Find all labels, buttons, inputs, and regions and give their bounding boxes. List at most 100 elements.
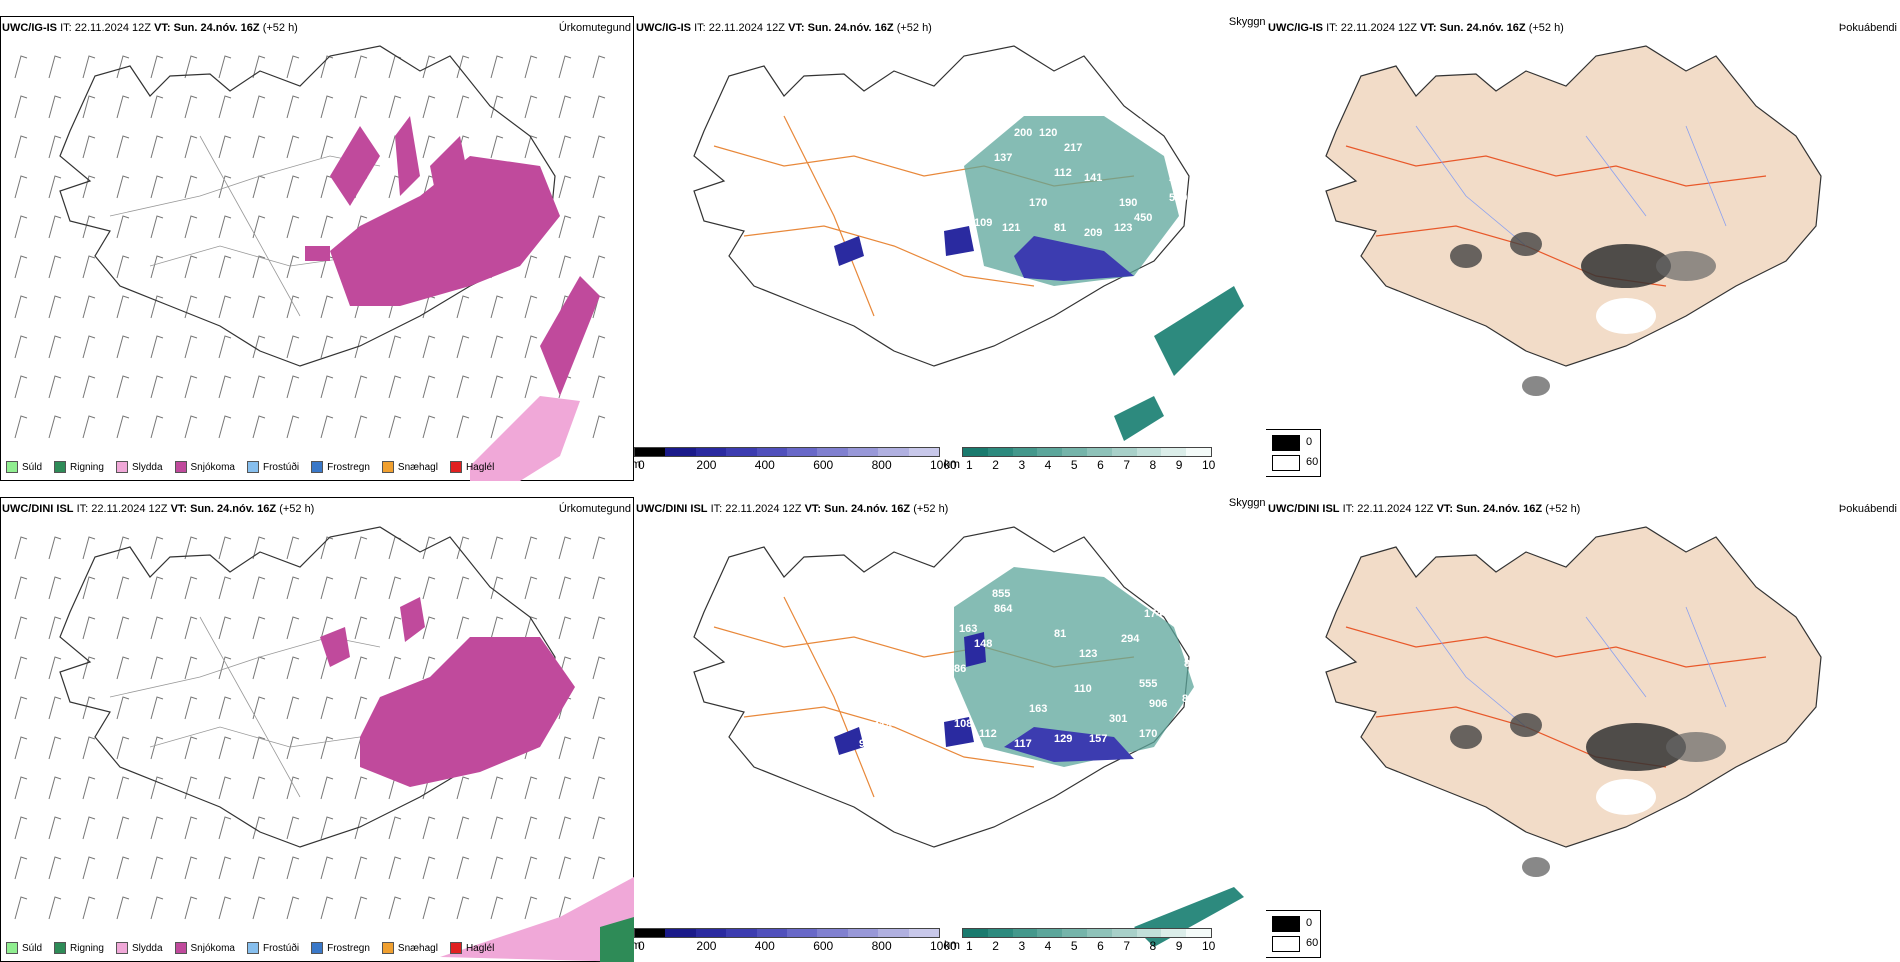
colorbar-swatch bbox=[1111, 448, 1137, 456]
colorbar-km: 1 2 3 4 5 6 7 8 9 10 km bbox=[944, 447, 1215, 477]
wind-barb bbox=[286, 55, 300, 79]
wind-barb bbox=[252, 135, 266, 159]
cloud-base-label: 157 bbox=[1089, 733, 1107, 745]
wind-barb bbox=[354, 696, 368, 720]
wind-barb bbox=[252, 55, 266, 79]
panel-variable: Skyggni bbox=[1228, 497, 1268, 509]
wind-barb bbox=[286, 616, 300, 640]
wind-barb bbox=[48, 375, 62, 399]
cloud-base-label: 114 bbox=[874, 720, 893, 732]
wind-barb bbox=[252, 656, 266, 680]
wind-barb bbox=[48, 415, 62, 439]
cloud-base-label: 148 bbox=[974, 638, 992, 650]
wind-barb bbox=[150, 135, 164, 159]
wind-barb bbox=[252, 696, 266, 720]
wind-barb bbox=[184, 95, 198, 119]
cloud-base-label: 864 bbox=[994, 603, 1013, 615]
colorbar-tick: 600 bbox=[813, 458, 834, 472]
wind-barb bbox=[48, 95, 62, 119]
wind-barb bbox=[252, 576, 266, 600]
colorbar-swatch bbox=[695, 448, 727, 456]
wind-barb bbox=[320, 696, 334, 720]
wind-barb bbox=[14, 375, 28, 399]
legend-item: Rigning bbox=[54, 461, 104, 473]
wind-barb bbox=[184, 135, 198, 159]
wind-barb bbox=[524, 856, 538, 880]
colorbar-tick: 9 bbox=[1175, 939, 1183, 953]
wind-barb bbox=[558, 856, 572, 880]
colorbar-swatch bbox=[726, 929, 757, 937]
wind-barb bbox=[116, 736, 130, 760]
wind-barb bbox=[320, 536, 334, 560]
iceland-precip-map bbox=[14, 526, 634, 962]
colorbar-swatch bbox=[695, 929, 727, 937]
wind-barb bbox=[150, 616, 164, 640]
iceland-fog-map bbox=[1325, 45, 1822, 396]
iceland-cloud-map: 855 864 163 148 86 81 123 294 174 858 555 906 822 110… bbox=[693, 526, 1244, 947]
wind-barb bbox=[388, 375, 402, 399]
wind-barb bbox=[422, 576, 436, 600]
wind-barb bbox=[116, 255, 130, 279]
panel-variable: Þokuábendi bbox=[1838, 503, 1897, 515]
wind-barb bbox=[558, 255, 572, 279]
wind-barb bbox=[524, 135, 538, 159]
wind-barb bbox=[592, 736, 606, 760]
wind-barb bbox=[150, 375, 164, 399]
wind-barb bbox=[524, 95, 538, 119]
wind-barb bbox=[388, 576, 402, 600]
legend-item: Snæhagl bbox=[381, 461, 438, 473]
wind-barb bbox=[218, 55, 232, 79]
wind-barb bbox=[354, 776, 368, 800]
panel-variable: Úrkomutegund bbox=[558, 503, 631, 515]
wind-barb bbox=[14, 576, 28, 600]
cloud-base-label: 170 bbox=[1139, 728, 1157, 740]
colorbar-swatch bbox=[1186, 448, 1211, 456]
wind-barb bbox=[252, 896, 266, 920]
wind-barb bbox=[150, 255, 164, 279]
wind-barb bbox=[82, 736, 96, 760]
wind-barb bbox=[218, 736, 232, 760]
wind-barb bbox=[252, 375, 266, 399]
wind-barb bbox=[218, 536, 232, 560]
wind-barb bbox=[354, 896, 368, 920]
wind-barb bbox=[184, 255, 198, 279]
wind-barb bbox=[286, 656, 300, 680]
wind-barb bbox=[286, 95, 300, 119]
cloud-base-label: 89 bbox=[914, 207, 926, 219]
wind-barb bbox=[558, 215, 572, 239]
wind-barb bbox=[82, 135, 96, 159]
wind-barb bbox=[116, 55, 130, 79]
wind-barb bbox=[286, 415, 300, 439]
wind-barb bbox=[558, 616, 572, 640]
wind-barb bbox=[82, 856, 96, 880]
colorbar-tick: 3 bbox=[1018, 458, 1026, 472]
wind-barb bbox=[184, 415, 198, 439]
wind-barb bbox=[592, 55, 606, 79]
wind-barb bbox=[286, 255, 300, 279]
wind-barb bbox=[592, 135, 606, 159]
wind-barb bbox=[524, 776, 538, 800]
wind-barb bbox=[490, 375, 504, 399]
wind-barb bbox=[592, 415, 606, 439]
wind-barb bbox=[14, 135, 28, 159]
wind-barb bbox=[116, 536, 130, 560]
legend-item: Snjókoma bbox=[174, 942, 235, 954]
wind-barb bbox=[422, 95, 436, 119]
wind-barb bbox=[252, 536, 266, 560]
wind-barb bbox=[184, 55, 198, 79]
wind-barb bbox=[490, 295, 504, 319]
cloud-base-label: 200 bbox=[1014, 127, 1032, 139]
wind-barb bbox=[218, 696, 232, 720]
wind-barb bbox=[524, 896, 538, 920]
wind-barb bbox=[354, 536, 368, 560]
wind-barb bbox=[48, 215, 62, 239]
wind-barb bbox=[82, 696, 96, 720]
cloud-base-label: 112 bbox=[1054, 167, 1072, 179]
cloud-base-label: 217 bbox=[1064, 142, 1082, 154]
wind-barb bbox=[422, 816, 436, 840]
colorbar-swatch bbox=[1012, 448, 1038, 456]
wind-barb bbox=[252, 215, 266, 239]
wind-barb bbox=[456, 55, 470, 79]
wind-barb bbox=[150, 95, 164, 119]
cloud-base-label: 109 bbox=[974, 217, 992, 229]
